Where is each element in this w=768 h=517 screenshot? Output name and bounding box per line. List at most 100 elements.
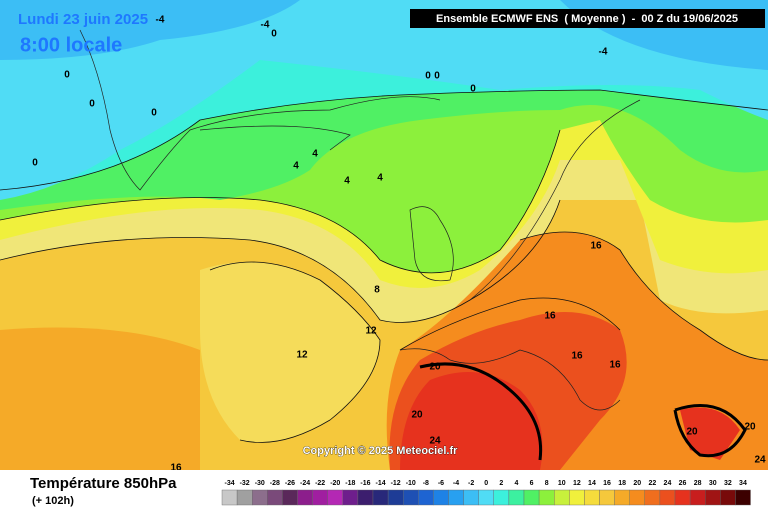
legend-swatch [267,489,283,506]
legend-label: 0 [484,480,488,487]
area [0,0,768,200]
legend-label: -32 [240,480,250,487]
legend-label: 32 [724,480,732,487]
contour-label: 20 [429,362,441,373]
legend-swatch [282,489,298,506]
legend-label: 24 [664,480,672,487]
legend-swatch [689,489,706,506]
legend-swatch [554,489,570,506]
legend-swatch [720,489,736,506]
contour [673,404,747,458]
area [400,372,740,470]
contour-label: 0 [271,29,277,40]
area [200,262,380,443]
legend-label: 8 [545,480,549,487]
legend-label: 2 [499,480,503,487]
coastlines [79,29,641,411]
forecast-date: Lundi 23 juin 2025 [18,11,148,28]
legend-label: 12 [573,480,581,487]
contour-label: 20 [686,427,698,438]
contour-label: 12 [365,326,377,337]
legend-swatch [433,489,449,506]
legend-swatch [372,489,389,506]
legend-swatch [538,489,555,506]
contour-label: 16 [544,311,556,322]
legend-label: 16 [603,480,611,487]
legend-swatch [584,489,600,506]
legend-label: 6 [530,480,534,487]
area [0,0,768,70]
legend-swatch [493,489,510,506]
contour-label: 0 [434,71,440,82]
legend-label: 30 [709,480,717,487]
contour-label: 4 [344,176,350,187]
area [0,327,200,470]
legend-label: 20 [633,480,641,487]
legend-swatch [342,489,359,506]
footer-subtitle: (+ 102h) [32,495,74,507]
legend-swatch [297,489,313,506]
legend-swatch [463,489,479,506]
legend-swatch [387,489,404,506]
legend-swatch [418,489,434,506]
legend-swatch [236,489,253,506]
legend-swatch [221,489,238,506]
contour-label: -4 [156,15,165,26]
legend-label: -30 [255,480,265,487]
legend-swatch [569,489,585,506]
copyright: Copyright © 2025 Meteociel.fr [303,445,459,457]
legend-swatch [599,489,615,506]
legend-label: 22 [648,480,656,487]
legend-label: 14 [588,480,596,487]
contour-label: 0 [425,71,431,82]
contour-label: 12 [296,350,308,361]
contour-label: 20 [744,422,756,433]
legend-label: -26 [285,480,295,487]
legend-swatch [251,489,268,506]
contour-label: 24 [754,455,766,466]
legend-swatch [403,489,419,506]
legend-swatch [614,489,630,506]
legend-label: 34 [739,480,747,487]
legend-swatch [508,489,525,506]
contours [0,89,768,443]
contour-label: 8 [374,285,380,296]
contour-label: 4 [293,161,299,172]
run-box [410,9,765,28]
contour [419,362,543,461]
legend-label: -34 [224,480,234,487]
color-legend: -34 -32 -30 -28 -26 -24 -22 -20 -18 -16 -14 -12 -10-… [221,480,751,506]
legend-label: -10 [406,480,416,487]
legend-label: -28 [270,480,280,487]
legend-swatch [659,489,676,506]
legend-label: -16 [360,480,370,487]
legend-label: -20 [330,480,340,487]
legend-swatch [674,489,691,506]
legend-swatch [357,489,374,506]
footer-title: Température 850hPa [30,475,177,492]
legend-swatch [448,489,464,506]
legend-label: 28 [694,480,702,487]
legend-label: -6 [438,480,444,487]
legend-swatch [735,489,751,506]
legend-swatch [629,489,646,506]
contour-label: 0 [470,84,476,95]
contour-label: 0 [151,108,157,119]
legend-swatch [705,489,721,506]
run-info: Ensemble ECMWF ENS ( Moyenne ) - 00 Z du… [436,13,738,25]
contour-label: -4 [261,20,270,31]
legend-label: -22 [315,480,325,487]
legend-label: 10 [558,480,566,487]
legend-label: -12 [391,480,401,487]
legend-swatch [478,489,495,506]
contour-label: 4 [377,173,383,184]
legend-swatch [327,489,344,506]
legend-label: -14 [375,480,385,487]
legend-label: 26 [679,480,687,487]
contour-label: 24 [429,436,441,447]
legend-label: 18 [618,480,626,487]
contour-label: 16 [590,241,602,252]
legend-label: -8 [423,480,429,487]
